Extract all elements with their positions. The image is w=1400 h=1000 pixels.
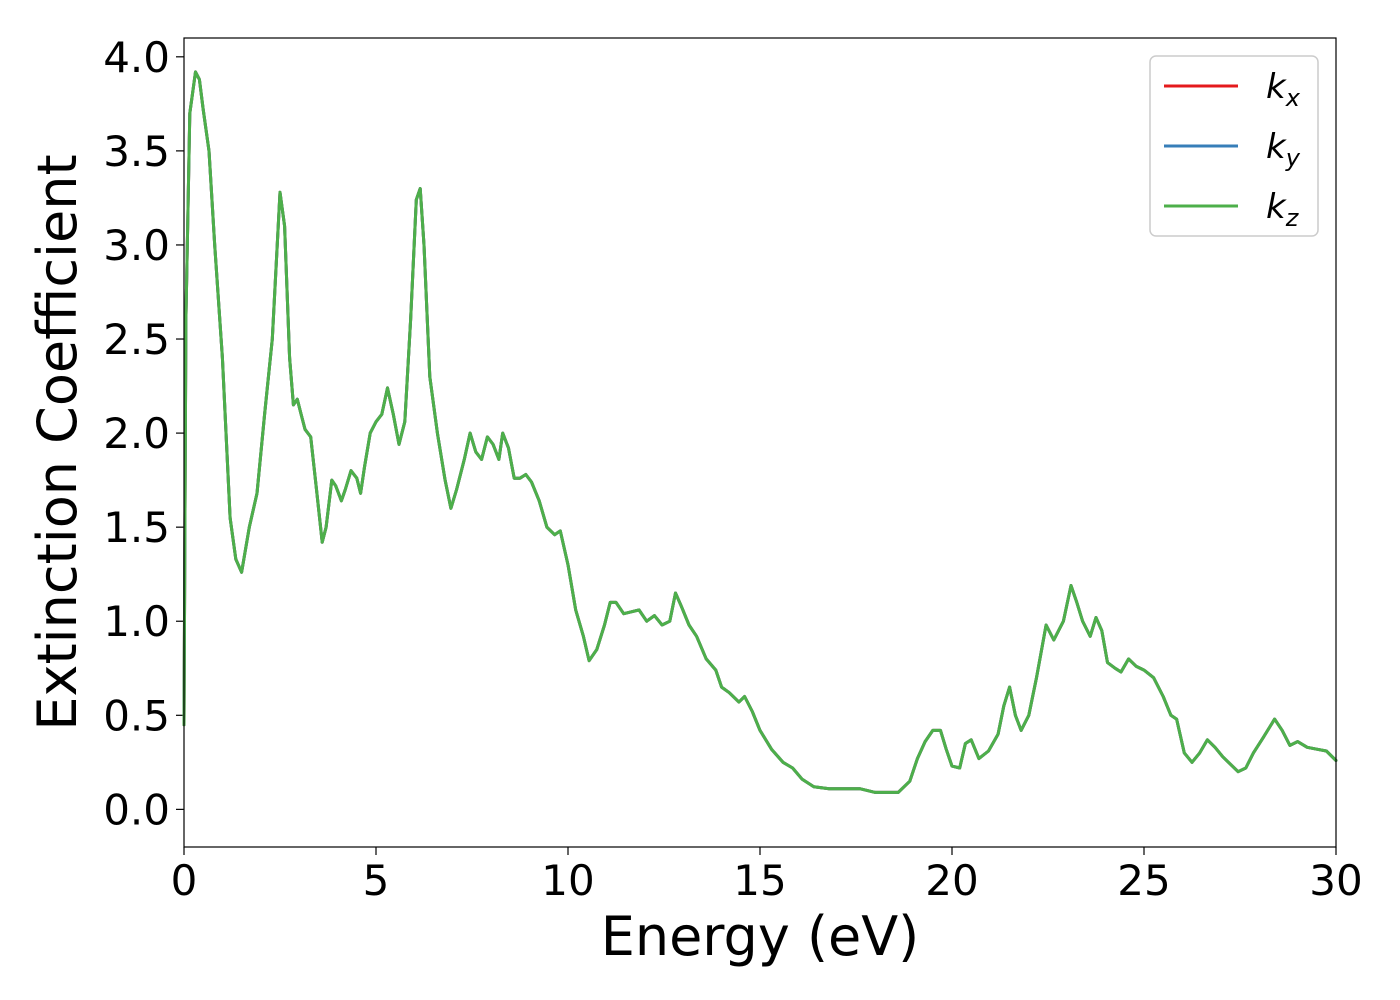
y-tick-label: 3.5 xyxy=(103,127,170,176)
legend-entry-symbol: k xyxy=(1266,127,1287,167)
x-axis-ticks: 0 5 10 15 20 25 30 xyxy=(171,847,1363,905)
x-tick-label: 25 xyxy=(1117,856,1170,905)
legend-entry-symbol: k xyxy=(1266,67,1287,107)
series-line-kz xyxy=(182,70,1338,794)
y-tick-label: 2.5 xyxy=(103,315,170,364)
y-tick-label: 1.5 xyxy=(103,503,170,552)
y-tick-label: 0.0 xyxy=(103,785,170,834)
legend-entry-symbol: k xyxy=(1266,187,1287,227)
legend-entry-kz: kz xyxy=(1266,187,1300,232)
x-tick-label: 30 xyxy=(1309,856,1362,905)
y-tick-label: 2.0 xyxy=(103,409,170,458)
legend-entry-subscript: z xyxy=(1285,204,1300,232)
legend-entry-ky: ky xyxy=(1266,127,1301,172)
x-tick-label: 20 xyxy=(925,856,978,905)
y-tick-label: 4.0 xyxy=(103,33,170,82)
legend-entry-subscript: y xyxy=(1285,144,1301,172)
plot-frame xyxy=(183,37,1337,848)
y-tick-label: 3.0 xyxy=(103,221,170,270)
x-tick-label: 10 xyxy=(541,856,594,905)
y-axis-label: Extinction Coefficient xyxy=(26,154,89,730)
series-layer xyxy=(182,70,1338,794)
x-axis-label: Energy (eV) xyxy=(601,905,920,968)
y-tick-label: 1.0 xyxy=(103,597,170,646)
legend-entry-kx: kx xyxy=(1266,67,1301,112)
y-tick-label: 0.5 xyxy=(103,691,170,740)
y-axis-ticks: 0.0 0.5 1.0 1.5 2.0 2.5 3.0 3.5 4.0 xyxy=(103,33,184,834)
x-tick-label: 0 xyxy=(171,856,198,905)
x-tick-label: 5 xyxy=(363,856,390,905)
legend-entry-subscript: x xyxy=(1285,84,1301,112)
x-tick-label: 15 xyxy=(733,856,786,905)
